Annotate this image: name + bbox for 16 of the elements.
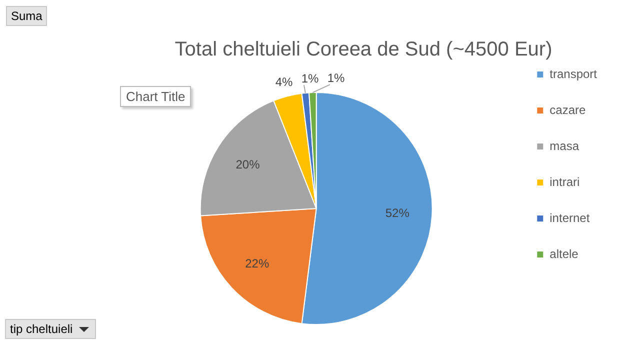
legend-label: intrari (550, 174, 580, 189)
legend-label: altele (550, 246, 579, 261)
legend-label: internet (550, 210, 590, 225)
data-label: 4% (275, 74, 293, 89)
text: tip cheltuieli (5, 319, 96, 339)
data-label: 1% (301, 71, 319, 86)
data-label: 20% (236, 157, 260, 172)
text: Chart Title (120, 86, 192, 107)
data-label: 22% (245, 256, 270, 270)
legend-label: masa (550, 138, 580, 153)
data-label: 52% (385, 206, 410, 220)
text: Suma (6, 6, 48, 26)
chart-title: Total cheltuieli Coreea de Sud (~4500 Eur) (174, 38, 552, 61)
legend-label: cazare (550, 102, 586, 117)
data-label: 1% (327, 70, 345, 85)
legend-label: transport (550, 66, 598, 81)
